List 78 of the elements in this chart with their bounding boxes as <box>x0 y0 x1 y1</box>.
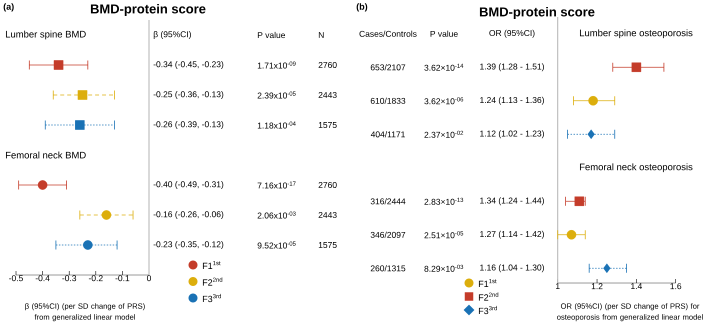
text: (b) <box>356 3 368 12</box>
text: 1.34 (1.24 - 1.44) <box>480 197 544 206</box>
text: (a) <box>4 3 14 12</box>
text: 2.83×10$^{-13}$ <box>424 198 464 205</box>
text: 2.37×10$^{-02}$ <box>424 130 464 138</box>
point <box>574 196 584 206</box>
y-tick-label: Lumber spine BMD <box>6 30 86 40</box>
text: 1.16 (1.04 - 1.30) <box>480 264 544 272</box>
text: -0.40 (-0.49, -0.31) <box>154 181 224 189</box>
point <box>588 129 595 140</box>
x-tick-label: 1.2 <box>592 283 603 290</box>
text: 2.51×10$^{-05}$ <box>424 231 464 238</box>
point <box>588 96 598 106</box>
point <box>83 240 93 250</box>
text: 3.62×10$^{-06}$ <box>424 97 464 104</box>
text: 316/2444 <box>370 198 406 204</box>
point <box>632 62 642 72</box>
text: 1.71x10$^{-09}$ <box>258 61 296 69</box>
legend-label: F2$^{2nd}$ <box>478 292 498 301</box>
x-tick-label: -0.1 <box>115 275 130 282</box>
text: Cases/Controls <box>360 30 417 37</box>
text: P value <box>430 30 458 37</box>
legend-label: F2$^{2nd}$ <box>202 277 222 286</box>
text: P value <box>258 32 286 38</box>
text: 2.39x10$^{-05}$ <box>258 91 296 99</box>
text: 1.24 (1.13 - 1.36) <box>480 96 544 105</box>
text: 653/2107 <box>370 64 406 70</box>
x-tick-label: 1 <box>556 283 560 290</box>
text: 2.06x10$^{-03}$ <box>258 211 296 219</box>
legend-label: F3$^{3rd}$ <box>478 306 497 314</box>
text: -0.34 (-0.45, -0.23) <box>154 61 224 69</box>
text: -0.26 (-0.39, -0.13) <box>154 121 224 129</box>
legend-label: F3$^{3rd}$ <box>202 294 221 302</box>
text: -0.23 (-0.35, -0.12) <box>154 241 224 249</box>
text: 1.18x10$^{-04}$ <box>258 121 296 129</box>
text: 2760 <box>318 62 337 68</box>
x-tick-label: -0.4 <box>36 275 50 282</box>
text: -0.16 (-0.26, -0.06) <box>154 211 224 219</box>
text: 1.12 (1.02 - 1.23) <box>480 130 544 138</box>
x-tick-label: -0.3 <box>62 275 76 282</box>
y-tick-label: Lumber spine osteoporosis <box>580 29 692 38</box>
text: 346/2097 <box>370 232 406 238</box>
x-tick-label: 1.6 <box>670 283 682 290</box>
x-tick-label: -0.2 <box>88 275 103 282</box>
text: 8.29×10$^{-03}$ <box>424 264 464 272</box>
text: 260/1315 <box>370 265 406 272</box>
chart-title: BMD-protein score <box>90 4 206 16</box>
text: 2443 <box>318 212 337 218</box>
point <box>78 90 88 100</box>
text: β (95%CI) <box>154 31 191 39</box>
text: OR (95%CI) <box>489 30 535 38</box>
text: -0.25 (-0.36, -0.13) <box>154 91 224 99</box>
text: 1.39 (1.28 - 1.51) <box>480 63 544 72</box>
text: 7.16x10$^{-17}$ <box>258 182 296 188</box>
y-tick-label: Femoral neck osteoporosis <box>580 163 692 172</box>
text: 1575 <box>318 122 337 128</box>
text: 610/1833 <box>370 98 406 104</box>
x-tick-label: 1.4 <box>631 283 642 290</box>
text: 404/1171 <box>370 131 405 138</box>
text: 1575 <box>318 242 337 248</box>
y-tick-label: Femoral neck BMD <box>6 152 86 158</box>
text: 9.52x10$^{-05}$ <box>258 241 296 249</box>
x-tick-label: 0 <box>146 275 152 282</box>
point <box>54 60 64 70</box>
text: 2443 <box>318 92 337 98</box>
point <box>566 230 576 240</box>
x-tick-label: -0.5 <box>9 275 23 282</box>
point <box>75 120 85 130</box>
point <box>603 263 611 274</box>
text: N <box>318 32 324 38</box>
text: 2760 <box>318 182 337 188</box>
text: 3.62×10$^{-14}$ <box>424 64 464 71</box>
legend-label: F1$^{1st}$ <box>202 261 221 269</box>
legend-label: F1$^{1st}$ <box>478 279 497 287</box>
point <box>38 180 48 190</box>
point <box>102 210 112 220</box>
text: 1.27 (1.14 - 1.42) <box>480 230 544 239</box>
chart-title: BMD-protein score <box>480 6 594 20</box>
